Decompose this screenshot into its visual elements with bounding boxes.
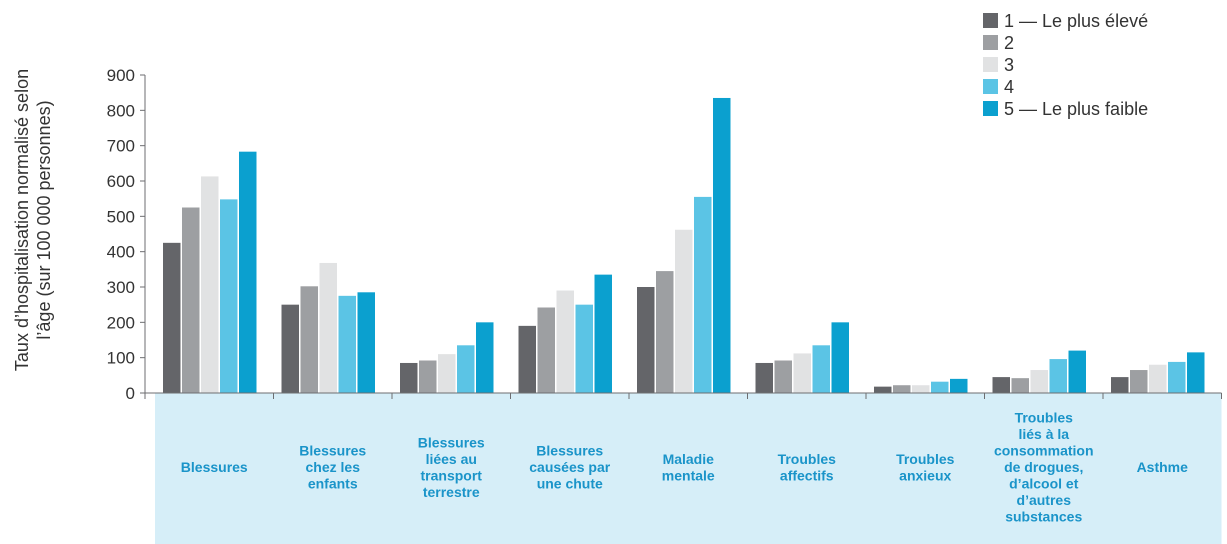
bar — [912, 385, 930, 393]
bar — [518, 325, 536, 393]
bar — [419, 360, 437, 393]
y-tick-label: 700 — [107, 137, 135, 156]
bar — [793, 353, 811, 393]
category-label: Asthme — [1137, 459, 1189, 475]
bar — [1030, 370, 1048, 393]
bar — [755, 362, 773, 393]
legend-swatch — [983, 79, 998, 94]
category-label: Troubles anxieux — [896, 451, 955, 484]
bar — [201, 176, 219, 393]
legend-label: 1 — Le plus élevé — [1004, 11, 1148, 31]
bar — [637, 287, 655, 393]
category-labels: Blessures Blessures chez les enfants Blessur… — [181, 410, 1188, 525]
category-label: Blessures chez les enfants — [299, 443, 366, 492]
bar — [694, 196, 712, 393]
y-tick-label: 900 — [107, 66, 135, 85]
legend-swatch — [983, 101, 998, 116]
bar — [594, 274, 612, 393]
category-band — [155, 393, 1222, 544]
bar — [874, 386, 892, 393]
bar — [438, 354, 456, 393]
bar — [675, 229, 693, 393]
bar — [656, 271, 674, 393]
category-label: Blessures liées au transport terrestre — [418, 434, 485, 500]
y-tick-label: 200 — [107, 313, 135, 332]
bar — [300, 286, 318, 393]
y-tick-label: 100 — [107, 349, 135, 368]
bar — [182, 207, 200, 393]
legend-swatch — [983, 57, 998, 72]
category-label: Blessures — [181, 459, 248, 475]
y-tick-label: 600 — [107, 172, 135, 191]
y-axis-title: Taux d’hospitalisation normalisé selon l’… — [12, 69, 54, 371]
bar — [400, 362, 418, 393]
bar — [476, 322, 494, 393]
legend-label: 5 — Le plus faible — [1004, 99, 1148, 119]
y-tick-label: 800 — [107, 101, 135, 120]
legend-swatch — [983, 35, 998, 50]
bar — [556, 290, 574, 393]
bar — [1187, 352, 1205, 393]
y-axis-ticks: 0 100 200 300 400 500 600 700 800 900 — [107, 66, 145, 403]
bar — [1011, 378, 1029, 393]
bar — [1049, 359, 1067, 393]
bar — [1130, 370, 1148, 393]
legend-swatch — [983, 13, 998, 28]
bar — [893, 385, 911, 393]
bar — [338, 295, 356, 393]
bar — [457, 345, 475, 393]
bars — [163, 97, 1205, 393]
bar — [1068, 350, 1086, 393]
bar — [319, 262, 337, 393]
bar — [992, 377, 1010, 393]
y-tick-label: 300 — [107, 278, 135, 297]
bar — [575, 304, 593, 393]
legend-label: 2 — [1004, 33, 1014, 53]
bar — [163, 242, 181, 393]
bar — [1111, 377, 1129, 393]
category-label: Troubles affectifs — [778, 451, 837, 484]
bar — [950, 378, 968, 393]
y-tick-label: 500 — [107, 207, 135, 226]
category-label: Maladie mentale — [662, 451, 715, 484]
bar — [220, 199, 238, 393]
bar — [1168, 361, 1186, 393]
bar — [774, 360, 792, 393]
legend-label: 4 — [1004, 77, 1014, 97]
bar — [812, 345, 830, 393]
bar — [281, 304, 299, 393]
bar — [239, 151, 257, 393]
bar — [1149, 364, 1167, 393]
category-label: Blessures causées par une chute — [529, 443, 610, 492]
bar — [831, 322, 849, 393]
y-axis-label: Taux d’hospitalisation normalisé selon l’… — [12, 69, 54, 371]
bar — [931, 381, 949, 393]
y-tick-label: 0 — [126, 384, 135, 403]
legend-label: 3 — [1004, 55, 1014, 75]
y-tick-label: 400 — [107, 243, 135, 262]
bar — [537, 307, 555, 393]
axes — [140, 75, 1222, 399]
bar — [357, 292, 375, 393]
category-band-rect — [155, 393, 1222, 544]
category-label: Troubles liés à la consommation de drogues,… — [994, 410, 1094, 525]
bar — [713, 97, 731, 393]
